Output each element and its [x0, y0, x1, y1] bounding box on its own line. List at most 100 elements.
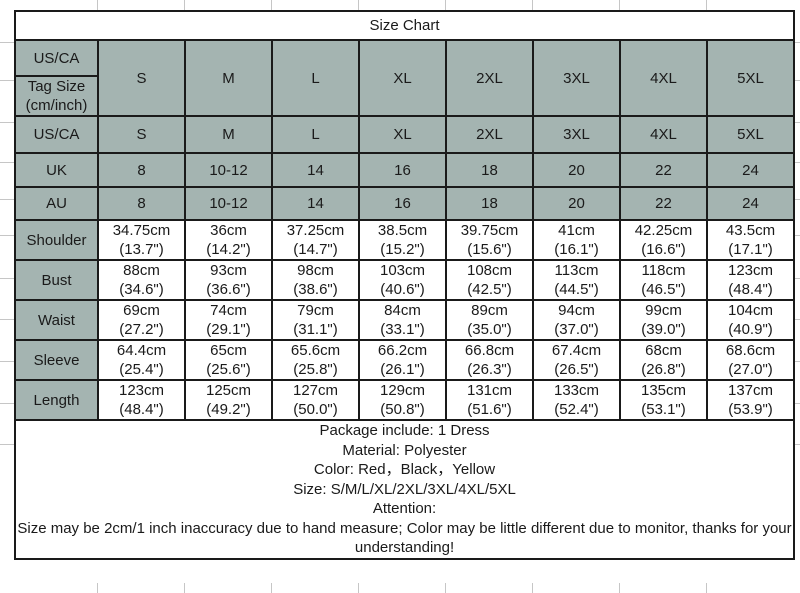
table-row-shoulder: Shoulder 34.75cm (13.7") 36cm (14.2") 37.2…: [14, 219, 796, 261]
gridline-tick: [532, 583, 533, 593]
measure-cm: 64.4cm: [116, 342, 167, 359]
measure-in: (50.0"): [293, 401, 338, 418]
measure-cell: 137cm (53.9"): [705, 379, 796, 421]
measure-in: (46.5"): [641, 281, 686, 298]
note-disclaimer: Size may be 2cm/1 inch inaccuracy due to…: [17, 519, 792, 557]
measure-cm: 118cm: [641, 262, 686, 279]
gridline-tick: [0, 361, 14, 362]
measure-cell: 94cm (37.0"): [532, 299, 621, 341]
page-title: Size Chart: [13, 10, 796, 41]
uk-cell: 22: [619, 152, 708, 188]
measure-in: (34.6"): [119, 281, 164, 298]
measure-cell: 88cm (34.6"): [97, 259, 186, 301]
uk-cell: 24: [705, 152, 796, 188]
uk-cell: 8: [97, 152, 186, 188]
usca-cell: 5XL: [705, 115, 796, 154]
gridline-tick: [793, 403, 800, 404]
measure-cm: 79cm: [297, 302, 334, 319]
note-package: Package include: 1 Dress: [319, 422, 490, 439]
measure-cm: 69cm: [123, 302, 160, 319]
measure-cell: 65cm (25.6"): [184, 339, 273, 381]
measure-cell: 108cm (42.5"): [445, 259, 534, 301]
measure-cell: 64.4cm (25.4"): [97, 339, 186, 381]
note-color: Color: Red，Black，Yellow: [313, 461, 496, 478]
measure-cell: 38.5cm (15.2"): [358, 219, 447, 261]
measure-in: (26.8"): [641, 361, 686, 378]
row-label-au: AU: [14, 186, 99, 221]
measure-in: (29.1"): [206, 321, 251, 338]
header-size-xl: XL: [358, 39, 447, 117]
measure-cm: 108cm: [466, 262, 513, 279]
au-cell: 16: [358, 186, 447, 221]
gridline-tick: [0, 319, 14, 320]
measure-cell: 98cm (38.6"): [271, 259, 360, 301]
measure-in: (15.2"): [380, 241, 425, 258]
row-label-bust: Bust: [14, 259, 99, 301]
measure-cm: 39.75cm: [460, 222, 519, 239]
measure-in: (25.4"): [119, 361, 164, 378]
measure-cell: 123cm (48.4"): [97, 379, 186, 421]
gridline-tick: [97, 583, 98, 593]
au-cell: 8: [97, 186, 186, 221]
notes-row: Package include: 1 Dress Material: Polye…: [13, 419, 796, 560]
measure-in: (26.5"): [554, 361, 599, 378]
table-row-sleeve: Sleeve 64.4cm (25.4") 65cm (25.6") 65.6cm (…: [14, 339, 796, 381]
measure-cell: 74cm (29.1"): [184, 299, 273, 341]
header-size-2xl: 2XL: [445, 39, 534, 117]
gridline-tick: [793, 319, 800, 320]
measure-in: (40.6"): [380, 281, 425, 298]
measure-cm: 34.75cm: [112, 222, 171, 239]
measure-in: (50.8"): [380, 401, 425, 418]
row-label-waist: Waist: [14, 299, 99, 341]
row-label-shoulder: Shoulder: [14, 219, 99, 261]
measure-in: (48.4"): [728, 281, 773, 298]
gridline-tick: [619, 0, 620, 10]
measure-cm: 129cm: [379, 382, 426, 399]
header-size-5xl: 5XL: [705, 39, 796, 117]
measure-cell: 127cm (50.0"): [271, 379, 360, 421]
measure-cm: 93cm: [210, 262, 247, 279]
measure-cm: 66.2cm: [377, 342, 428, 359]
measure-cell: 113cm (44.5"): [532, 259, 621, 301]
measure-cm: 88cm: [123, 262, 160, 279]
gridline-tick: [532, 0, 533, 10]
measure-cm: 123cm: [118, 382, 165, 399]
measure-cell: 93cm (36.6"): [184, 259, 273, 301]
au-cell: 18: [445, 186, 534, 221]
table-row-usca: US/CA S M L XL 2XL 3XL 4XL 5XL: [14, 115, 796, 154]
measure-cell: 84cm (33.1"): [358, 299, 447, 341]
measure-cell: 133cm (52.4"): [532, 379, 621, 421]
row-label-usca: US/CA: [14, 115, 99, 154]
measure-cm: 68.6cm: [725, 342, 776, 359]
measure-in: (44.5"): [554, 281, 599, 298]
size-chart-table: Size Chart US/CA S M L XL 2XL 3XL 4XL 5X…: [13, 10, 796, 560]
measure-cm: 113cm: [554, 262, 599, 279]
note-attention: Attention:: [372, 500, 437, 517]
measure-cell: 66.8cm (26.3"): [445, 339, 534, 381]
gridline-tick: [793, 80, 800, 81]
tag-size-line1: Tag Size: [27, 78, 86, 95]
measure-cm: 127cm: [292, 382, 339, 399]
measure-cell: 129cm (50.8"): [358, 379, 447, 421]
measure-cm: 135cm: [640, 382, 687, 399]
measure-in: (52.4"): [554, 401, 599, 418]
measure-cell: 41cm (16.1"): [532, 219, 621, 261]
measure-in: (25.6"): [206, 361, 251, 378]
measure-in: (31.1"): [293, 321, 338, 338]
au-cell: 22: [619, 186, 708, 221]
header-size-l: L: [271, 39, 360, 117]
usca-cell: 4XL: [619, 115, 708, 154]
measure-cm: 66.8cm: [464, 342, 515, 359]
gridline-tick: [271, 583, 272, 593]
measure-cell: 34.75cm (13.7"): [97, 219, 186, 261]
measure-in: (27.2"): [119, 321, 164, 338]
gridline-tick: [793, 361, 800, 362]
measure-in: (35.0"): [467, 321, 512, 338]
tag-size-line2: (cm/inch): [25, 97, 88, 114]
gridline-tick: [706, 583, 707, 593]
note-material: Material: Polyester: [342, 441, 467, 459]
gridline-tick: [358, 583, 359, 593]
measure-cell: 43.5cm (17.1"): [705, 219, 796, 261]
uk-cell: 18: [445, 152, 534, 188]
measure-cell: 79cm (31.1"): [271, 299, 360, 341]
